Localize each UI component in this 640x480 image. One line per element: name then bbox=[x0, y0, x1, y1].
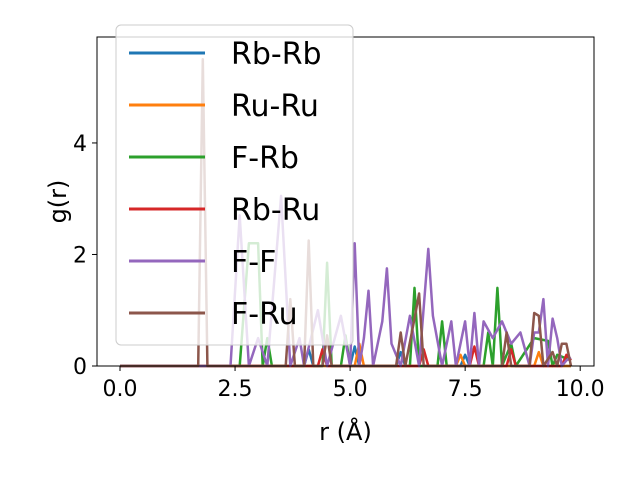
legend-label: F-Rb bbox=[231, 141, 299, 176]
legend-label: F-F bbox=[231, 245, 276, 280]
y-tick-label: 2 bbox=[73, 243, 87, 268]
y-tick-label: 0 bbox=[73, 355, 87, 380]
x-tick-label: 0.0 bbox=[103, 377, 138, 402]
x-tick-label: 7.5 bbox=[448, 377, 483, 402]
y-tick-label: 4 bbox=[73, 132, 87, 157]
legend: Rb-Rb Ru-Ru F-Rb Rb-Ru F-F F-Ru bbox=[115, 24, 354, 346]
x-tick-label: 10.0 bbox=[556, 377, 605, 402]
x-axis-label: r (Å) bbox=[319, 417, 372, 446]
legend-label: Rb-Ru bbox=[231, 193, 320, 228]
x-axis: 0.0 2.5 5.0 7.5 10.0 bbox=[103, 366, 605, 402]
y-axis: 0 2 4 bbox=[73, 132, 97, 380]
legend-label: F-Ru bbox=[231, 297, 298, 332]
legend-label: Ru-Ru bbox=[231, 89, 319, 124]
x-tick-label: 2.5 bbox=[218, 377, 253, 402]
y-axis-label: g(r) bbox=[44, 180, 72, 224]
x-tick-label: 5.0 bbox=[333, 377, 368, 402]
legend-label: Rb-Rb bbox=[231, 37, 322, 72]
